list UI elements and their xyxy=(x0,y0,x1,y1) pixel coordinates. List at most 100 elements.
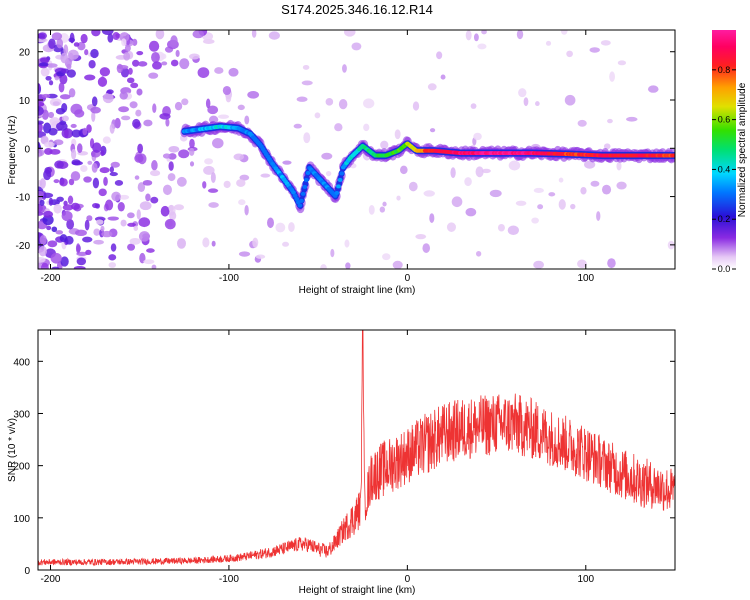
noise-blob xyxy=(48,111,55,119)
y-tick-label: 200 xyxy=(13,462,30,473)
y-tick-label: 100 xyxy=(13,514,30,525)
noise-blob xyxy=(481,30,487,35)
noise-blob xyxy=(48,80,54,86)
ridge-core xyxy=(291,190,296,195)
snr-frame xyxy=(37,329,676,571)
noise-blob xyxy=(211,240,216,247)
noise-blob xyxy=(76,257,87,266)
noise-blob xyxy=(507,225,519,235)
noise-blob xyxy=(59,178,68,187)
noise-blob xyxy=(85,249,92,256)
noise-blob xyxy=(46,225,52,231)
noise-blob xyxy=(67,49,79,60)
noise-blob xyxy=(98,188,107,197)
noise-blob xyxy=(109,166,115,173)
noise-blob xyxy=(59,234,68,243)
colorbar-tick-label: 0.8 xyxy=(718,65,731,75)
noise-blob xyxy=(70,148,77,160)
noise-blob xyxy=(138,217,151,228)
noise-blob xyxy=(92,202,99,209)
noise-blob xyxy=(236,179,246,187)
chart-title: S174.2025.346.16.12.R14 xyxy=(281,2,433,17)
noise-blob xyxy=(108,262,117,268)
noise-blob xyxy=(151,160,158,171)
x-tick-label: -200 xyxy=(40,273,60,284)
noise-blob xyxy=(601,184,612,195)
noise-blob xyxy=(53,139,64,146)
noise-blob xyxy=(577,259,587,269)
noise-blob xyxy=(107,216,120,221)
noise-blob xyxy=(535,101,540,107)
noise-blob xyxy=(74,109,85,118)
noise-blob xyxy=(77,143,83,154)
noise-blob xyxy=(465,207,477,217)
heatmap-ridge-layer xyxy=(180,119,675,214)
noise-blob xyxy=(44,166,52,174)
noise-blob xyxy=(175,49,180,58)
noise-blob xyxy=(450,167,456,179)
noise-blob xyxy=(84,74,96,81)
noise-blob xyxy=(247,90,260,99)
noise-blob xyxy=(412,101,420,111)
y-tick-label: 10 xyxy=(19,96,31,107)
noise-blob xyxy=(238,251,251,257)
noise-blob xyxy=(238,199,246,206)
noise-blob xyxy=(54,76,60,81)
noise-blob xyxy=(137,61,148,67)
noise-blob xyxy=(38,62,49,67)
noise-blob xyxy=(38,246,47,257)
noise-blob xyxy=(429,128,436,133)
noise-blob xyxy=(123,52,131,61)
noise-blob xyxy=(255,254,266,259)
ridge-core xyxy=(305,171,311,176)
noise-blob xyxy=(344,239,350,248)
noise-blob xyxy=(46,63,58,68)
noise-blob xyxy=(38,148,45,157)
noise-blob xyxy=(590,180,600,187)
noise-blob xyxy=(616,181,627,190)
noise-blob xyxy=(566,50,573,58)
noise-blob xyxy=(202,237,210,248)
noise-blob xyxy=(169,211,177,221)
noise-blob xyxy=(170,35,178,46)
noise-blob xyxy=(314,112,321,119)
noise-blob xyxy=(470,103,477,109)
noise-blob xyxy=(142,179,153,186)
noise-blob xyxy=(93,239,104,245)
noise-blob xyxy=(600,40,611,46)
noise-blob xyxy=(55,230,64,235)
noise-blob xyxy=(43,122,52,134)
noise-blob xyxy=(49,148,61,155)
ridge-core xyxy=(294,196,300,201)
noise-blob xyxy=(533,187,544,194)
noise-blob xyxy=(38,120,44,125)
noise-blob xyxy=(177,238,187,249)
noise-blob xyxy=(451,196,463,208)
noise-blob xyxy=(382,253,391,261)
noise-blob xyxy=(560,30,568,35)
noise-blob xyxy=(282,241,290,247)
noise-blob xyxy=(168,153,177,160)
noise-blob xyxy=(92,142,102,153)
snr-y-label: SNR (10 * v/v) xyxy=(7,418,18,482)
noise-blob xyxy=(330,248,335,258)
noise-blob xyxy=(63,44,69,55)
colorbar-tick-label: 0.2 xyxy=(718,214,731,224)
noise-blob xyxy=(233,153,245,161)
noise-blob xyxy=(82,236,93,243)
noise-blob xyxy=(251,30,257,38)
noise-blob xyxy=(48,197,54,206)
noise-blob xyxy=(396,195,401,201)
noise-blob xyxy=(120,219,127,227)
noise-blob xyxy=(160,205,170,217)
noise-blob xyxy=(41,93,51,98)
noise-blob xyxy=(237,104,245,111)
noise-blob xyxy=(116,63,124,74)
noise-blob xyxy=(596,211,601,221)
snr-x-axis: -200 -100 0 100 xyxy=(40,330,595,585)
noise-blob xyxy=(162,153,171,159)
noise-blob xyxy=(321,152,333,160)
noise-blob xyxy=(38,256,46,263)
noise-blob xyxy=(497,223,505,232)
noise-blob xyxy=(626,116,638,122)
